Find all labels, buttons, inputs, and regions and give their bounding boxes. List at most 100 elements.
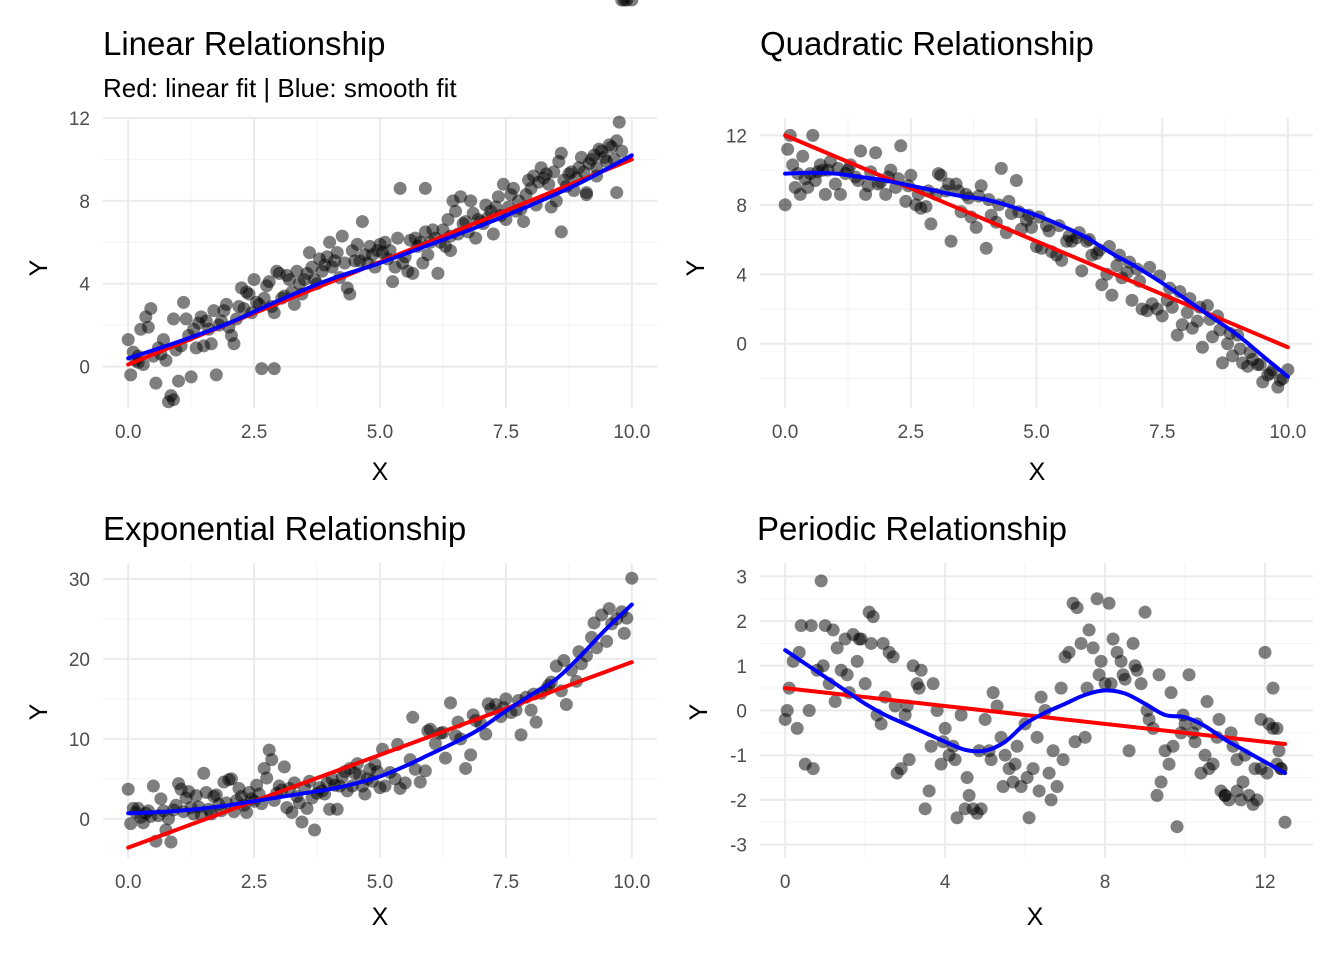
panel-exponential-data-point xyxy=(154,792,168,806)
panel-periodic-data-point xyxy=(806,762,820,776)
panel-periodic-data-point xyxy=(978,712,992,726)
panel-linear-data-point xyxy=(302,246,316,260)
panel-periodic-data-point xyxy=(830,641,844,655)
panel-quadratic-data-point xyxy=(1105,288,1119,302)
panel-quadratic-x-tick-label: 2.5 xyxy=(898,422,924,443)
panel-periodic-data-point xyxy=(826,623,840,637)
panel-linear-y-label: Y xyxy=(25,259,53,276)
panel-periodic-data-point xyxy=(840,668,854,682)
panel-linear-data-point xyxy=(486,227,500,241)
panel-linear-data-point xyxy=(391,231,405,245)
panel-quadratic-data-point xyxy=(854,144,868,158)
panel-quadratic-data-point xyxy=(1190,314,1204,328)
panel-periodic-smooth-fit-curve xyxy=(783,648,1287,776)
panel-linear-data-point xyxy=(549,194,563,208)
panel-periodic-data-point xyxy=(1166,739,1180,753)
panel-linear-x-label: X xyxy=(372,458,389,486)
panel-exponential-data-point xyxy=(295,815,309,829)
panel-linear-data-point xyxy=(547,165,561,179)
panel-linear-data-point xyxy=(406,266,420,280)
panel-periodic-data-point xyxy=(1134,677,1148,691)
panel-periodic-data-point xyxy=(948,753,962,767)
panel-quadratic-data-point xyxy=(1170,328,1184,342)
panel-periodic-data-point xyxy=(1022,811,1036,825)
panel-periodic-data-point xyxy=(1062,645,1076,659)
panel-exponential-x-tick-label: 10.0 xyxy=(613,872,650,893)
panel-quadratic: Quadratic Relationship X Y 0.0 2.5 5.0 7.5 1… xyxy=(682,25,1313,486)
panel-periodic-data-point xyxy=(894,762,908,776)
panel-periodic-data-point xyxy=(918,802,932,816)
panel-periodic-data-point xyxy=(886,650,900,664)
panel-linear-y-tick-label: 12 xyxy=(69,109,90,130)
panel-periodic-data-point xyxy=(1198,748,1212,762)
panel-periodic-data-point xyxy=(902,753,916,767)
panel-quadratic-data-point xyxy=(1095,278,1109,292)
panel-periodic-data-point xyxy=(1070,601,1084,615)
panel-periodic-data-point xyxy=(1170,820,1184,834)
panel-quadratic-y-tick-label: 4 xyxy=(736,265,747,286)
panel-linear-data-point xyxy=(209,368,223,382)
panel-periodic-data-point xyxy=(1182,668,1196,682)
panel-periodic-title: Periodic Relationship xyxy=(757,510,1067,547)
panel-quadratic-x-tick-label: 0.0 xyxy=(772,422,798,443)
panel-linear-data-point xyxy=(207,304,221,318)
panel-exponential-data-point xyxy=(265,753,279,767)
panel-periodic-data-point xyxy=(804,619,818,633)
panel-linear-data-point xyxy=(542,177,556,191)
panel-exponential-data-point xyxy=(308,823,322,837)
panel-linear-x-tick-label: 7.5 xyxy=(493,422,519,443)
panel-periodic-data-point xyxy=(1152,668,1166,682)
panel-quadratic-data-point xyxy=(1253,358,1267,372)
panel-periodic-data-point xyxy=(1114,654,1128,668)
panel-exponential-x-tick-label: 7.5 xyxy=(493,872,519,893)
panel-periodic-data-point xyxy=(960,771,974,785)
panel-quadratic-data-point xyxy=(894,139,908,153)
panel-periodic-data-point xyxy=(1106,632,1120,646)
panel-exponential-data-point xyxy=(378,779,392,793)
panel-linear-data-point xyxy=(144,302,158,316)
panel-periodic-data-point xyxy=(1188,735,1202,749)
panel-linear-data-point xyxy=(393,181,407,195)
panel-linear-data-point xyxy=(255,362,269,376)
panel-periodic-data-point xyxy=(962,788,976,802)
panel-linear-data-point xyxy=(167,312,181,326)
panel-quadratic-data-point xyxy=(1125,293,1139,307)
panel-linear-data-point xyxy=(444,244,458,258)
panel-periodic-data-point xyxy=(1162,757,1176,771)
panel-periodic-data-point xyxy=(1218,788,1232,802)
panel-exponential-data-point xyxy=(240,805,254,819)
panel-linear-data-point xyxy=(323,235,337,249)
panel-quadratic-x-tick-label: 10.0 xyxy=(1269,422,1306,443)
panel-linear-data-point xyxy=(257,291,271,305)
panel-linear-data-point xyxy=(305,260,319,274)
panel-exponential-data-point xyxy=(464,748,478,762)
panel-exponential-data-point xyxy=(602,602,616,616)
panel-linear-data-point xyxy=(141,320,155,334)
panel-periodic-data-point xyxy=(1116,668,1130,682)
panel-quadratic-data-point xyxy=(942,177,956,191)
panel-periodic-data-point xyxy=(1068,735,1082,749)
panel-exponential-data-point xyxy=(285,805,299,819)
panel-exponential-data-point xyxy=(358,787,372,801)
panel-periodic-data-point xyxy=(934,757,948,771)
panel-quadratic-data-point xyxy=(828,177,842,191)
panel-quadratic-data-point xyxy=(1075,264,1089,278)
panel-linear-data-point xyxy=(290,264,304,278)
panel-exponential-smooth-fit-curve xyxy=(126,602,634,816)
panel-linear-data-point xyxy=(149,376,163,390)
panel-quadratic-data-point xyxy=(904,168,918,182)
panel-periodic-data-point xyxy=(780,704,794,717)
panel-periodic-data-point xyxy=(1008,757,1022,771)
panel-linear-data-point xyxy=(383,244,397,258)
panel-exponential-x-tick-label: 5.0 xyxy=(367,872,393,893)
panel-periodic-data-point xyxy=(1104,677,1118,691)
panel-periodic-y-tick-label: 2 xyxy=(736,612,747,633)
panel-linear-data-point xyxy=(469,231,483,245)
panel-exponential-data-point xyxy=(428,737,442,751)
panel-linear-x-tick-label: 5.0 xyxy=(367,422,393,443)
panel-periodic-data-point xyxy=(1248,762,1262,776)
panel-quadratic-data-point xyxy=(931,167,945,181)
panel-periodic-data-point xyxy=(1102,596,1116,610)
panel-periodic-data-point xyxy=(802,704,816,717)
panel-exponential-data-point xyxy=(197,766,211,780)
